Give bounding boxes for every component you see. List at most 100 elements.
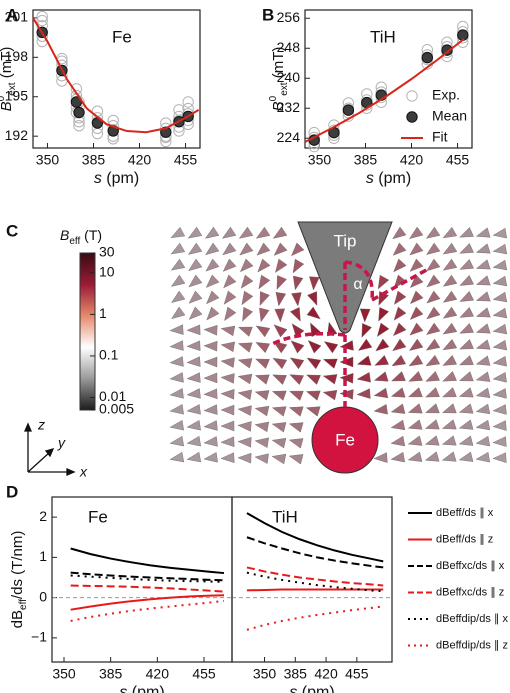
- x-tick-label: 350: [36, 152, 60, 168]
- triad-lines: [27, 428, 70, 473]
- angle-arc: [344, 260, 374, 301]
- field-cone: [272, 341, 288, 354]
- field-cone: [271, 422, 287, 433]
- field-cone: [272, 374, 287, 385]
- field-cone: [186, 356, 201, 367]
- field-cone: [291, 242, 305, 257]
- field-cone: [205, 258, 220, 272]
- field-cone: [289, 307, 301, 322]
- panel-title: TiH: [370, 27, 396, 46]
- legend-label: dBeffxc/ds ∥ x: [436, 560, 505, 572]
- field-cone: [203, 436, 218, 447]
- field-cone: [271, 453, 287, 465]
- field-cone: [254, 437, 269, 449]
- field-cone: [187, 242, 203, 255]
- field-cone: [275, 258, 288, 273]
- field-cone: [255, 342, 271, 354]
- legend-label: Exp.: [432, 87, 460, 103]
- panel-title: Fe: [112, 27, 132, 46]
- field-cone: [373, 387, 389, 399]
- field-cone: [237, 452, 252, 464]
- series-line: [246, 571, 384, 593]
- field-cone: [289, 357, 305, 370]
- field-cone: [492, 436, 507, 447]
- field-cone: [475, 307, 491, 318]
- series-line: [70, 599, 225, 622]
- field-cone: [292, 258, 305, 274]
- field-cone: [442, 387, 457, 398]
- x-tick-label: 420: [146, 666, 170, 682]
- field-cone: [203, 452, 218, 463]
- panel-label: C: [6, 221, 18, 240]
- label-part: ext: [7, 82, 18, 96]
- field-cone: [237, 389, 252, 401]
- field-cone: [492, 339, 508, 351]
- field-cone: [441, 451, 457, 462]
- field-cone: [220, 436, 235, 448]
- field-cone: [475, 387, 491, 398]
- field-cone: [492, 404, 507, 415]
- field-cone: [426, 274, 441, 288]
- field-cone: [206, 306, 220, 321]
- field-cone: [441, 419, 457, 430]
- x-tick-label: 385: [82, 152, 106, 168]
- fit-line: [304, 38, 465, 143]
- field-cone: [378, 307, 390, 322]
- field-cone: [390, 403, 406, 414]
- field-map: [169, 226, 508, 465]
- legend-label: dBeffdip/ds ∥ x: [436, 613, 508, 625]
- field-cone: [442, 258, 458, 271]
- series-line: [246, 512, 384, 563]
- field-cone: [203, 388, 218, 400]
- field-cone: [475, 339, 491, 350]
- field-cone: [424, 435, 440, 446]
- field-cone: [492, 259, 508, 271]
- field-cone: [292, 275, 304, 291]
- x-tick-label: 455: [192, 666, 216, 682]
- x-tick-label: 385: [354, 152, 378, 168]
- field-cone: [475, 451, 490, 463]
- field-cone: [288, 438, 304, 449]
- field-cone: [256, 242, 271, 256]
- field-cone: [458, 387, 474, 398]
- field-cone: [290, 340, 305, 354]
- field-cone: [186, 435, 202, 447]
- field-cone: [339, 340, 354, 351]
- field-cone: [393, 290, 407, 305]
- field-cone: [276, 275, 287, 290]
- field-cone: [272, 357, 288, 370]
- x-tick-label: 455: [345, 666, 369, 682]
- field-cone: [220, 373, 235, 384]
- field-cone: [288, 406, 304, 417]
- colorbar-tick-label: 1: [99, 305, 107, 321]
- field-cone: [171, 290, 186, 303]
- label-part: (pm): [127, 684, 164, 693]
- field-cone: [259, 307, 270, 323]
- field-cone: [393, 274, 407, 289]
- label-part: B: [0, 101, 15, 111]
- field-cone: [289, 374, 304, 385]
- panel-label: B: [262, 5, 274, 24]
- series-line: [70, 594, 225, 611]
- field-cone: [426, 258, 441, 272]
- field-cone: [409, 306, 424, 320]
- field-cone: [442, 338, 458, 351]
- field-cone: [255, 358, 270, 369]
- x-tick-label: 420: [314, 666, 338, 682]
- field-cone: [288, 390, 304, 401]
- field-cone: [408, 371, 423, 382]
- plot-frame: [304, 9, 473, 149]
- field-cone: [186, 451, 202, 463]
- plot-frame: [231, 496, 393, 663]
- field-cone: [170, 226, 186, 239]
- field-cone: [458, 371, 474, 382]
- field-cone: [426, 322, 441, 335]
- field-cone: [204, 226, 220, 239]
- label-part: dB: [9, 610, 26, 628]
- label-part: (mT): [0, 47, 15, 83]
- field-cone: [377, 274, 390, 290]
- label-part: B: [270, 101, 287, 111]
- field-cone: [409, 322, 424, 336]
- field-cone: [221, 226, 237, 239]
